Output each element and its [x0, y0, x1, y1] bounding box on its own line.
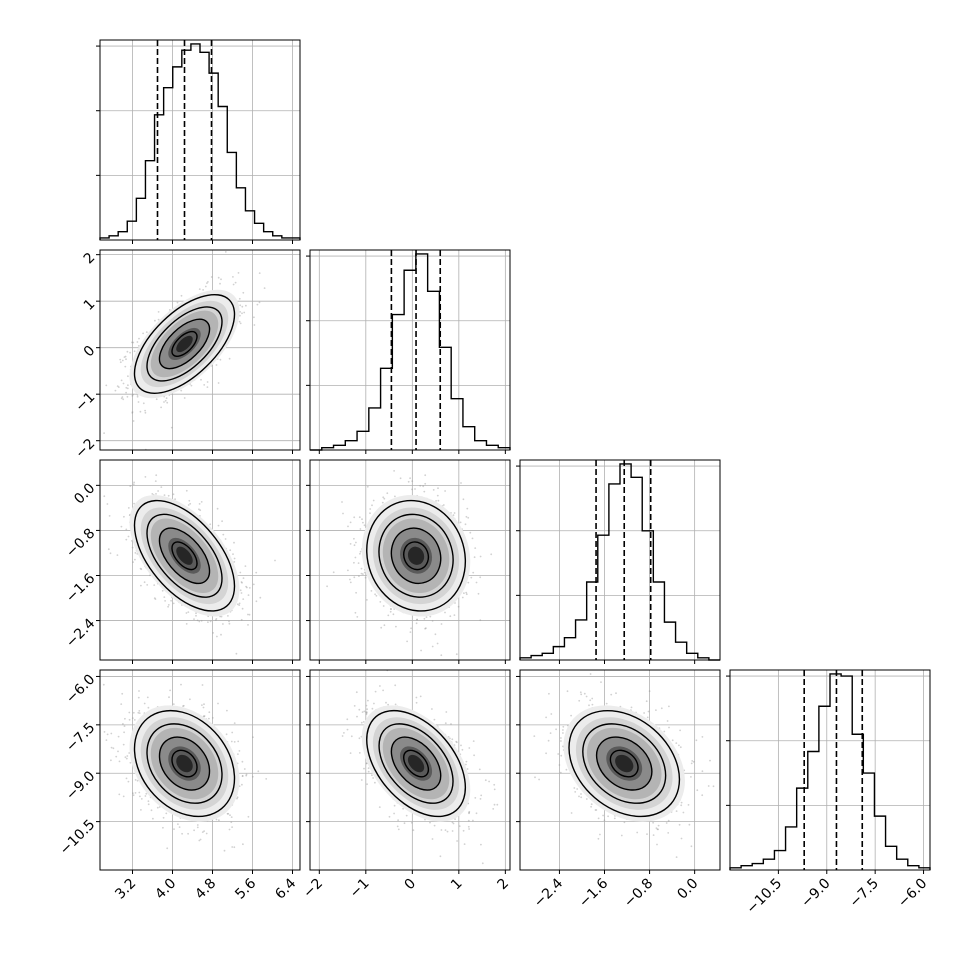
xtick-label: 2: [495, 876, 513, 894]
ytick-label: −2.4: [63, 616, 98, 651]
ytick-label: −1.6: [63, 570, 98, 605]
panel-1-0: −2 −1 0 1 2: [72, 249, 301, 462]
ytick-label: −2: [72, 436, 98, 462]
contour-0: [403, 749, 430, 778]
density-3-2: [563, 705, 685, 822]
panel-frame: [99, 39, 301, 241]
panel-3-1: −2 −1 0 1 2: [300, 669, 513, 902]
contour-3: [568, 709, 681, 818]
contour-1: [595, 736, 653, 791]
histogram-0: [99, 43, 301, 240]
hist-panel-1: [306, 249, 511, 454]
xtick-label: −10.5: [744, 876, 786, 918]
contour-2: [378, 723, 454, 804]
xtick-label: −1.6: [576, 875, 611, 910]
panel-3-0: −10.5 −9.0 −7.5 −6.0 3.2 4.0 4.8 5.6 6.4: [57, 669, 301, 903]
panel-frame: [519, 459, 721, 661]
contour-0: [171, 541, 198, 571]
xtick-label: 4.8: [192, 876, 219, 903]
panel-frame: [99, 459, 301, 661]
panel-frame: [309, 249, 511, 451]
panel-2-1: [306, 459, 511, 664]
xtick-label: 1: [448, 876, 466, 894]
contour-1: [390, 736, 442, 791]
density-3-1: [361, 705, 471, 822]
contour-3: [133, 293, 236, 394]
xtick-label: 5.6: [232, 875, 259, 902]
panel-frame: [99, 249, 301, 451]
histogram-2: [519, 463, 720, 661]
contour-1: [158, 527, 211, 585]
contour-3: [366, 499, 467, 612]
contour-2: [146, 723, 223, 804]
ytick-label: −6.0: [63, 672, 98, 707]
contour-0: [403, 541, 430, 571]
contour-2: [378, 513, 454, 598]
hist-panel-2: [516, 459, 721, 664]
contour-1: [158, 736, 211, 791]
xtick-label: −7.5: [847, 876, 882, 911]
xtick-label: −2.4: [531, 875, 566, 910]
xtick-label: 6.4: [272, 875, 299, 902]
xtick-label: −6.0: [895, 876, 930, 911]
ytick-label: 0.0: [71, 480, 98, 507]
contour-1: [390, 527, 442, 585]
histogram-1: [310, 253, 511, 451]
ytick-label: −1: [72, 389, 98, 415]
contour-0: [171, 749, 198, 778]
ytick-label: −9.0: [63, 768, 98, 803]
ytick-label: 1: [81, 296, 99, 314]
contour-2: [146, 513, 223, 598]
panel-2-0: −2.4 −1.6 −0.8 0.0: [63, 459, 301, 664]
xtick-label: −9.0: [798, 876, 833, 911]
contour-3: [133, 709, 236, 818]
panel-frame: [309, 459, 511, 661]
ytick-label: −10.5: [57, 817, 99, 859]
contour-3: [366, 709, 467, 818]
histogram-3: [729, 673, 931, 870]
xtick-label: 3.2: [112, 876, 139, 903]
density-2-0: [129, 495, 240, 617]
ytick-label: −0.8: [63, 525, 98, 560]
panel-frame: [729, 669, 931, 871]
contour-0: [171, 330, 198, 357]
xtick-label: −1: [347, 876, 373, 902]
panel-frame: [519, 669, 721, 871]
contour-1: [158, 318, 211, 370]
xtick-label: −2: [300, 876, 326, 902]
xtick-label: 4.0: [152, 876, 179, 903]
panel-frame: [309, 669, 511, 871]
ytick-label: 0: [81, 343, 99, 361]
xtick-label: 0: [402, 876, 420, 894]
contour-2: [582, 723, 667, 804]
contour-3: [133, 499, 236, 612]
density-3-0: [129, 705, 240, 822]
xtick-label: 0.0: [674, 876, 701, 903]
ytick-label: 2: [81, 250, 99, 268]
contour-0: [609, 749, 639, 778]
hist-panel-0: [96, 39, 301, 244]
panel-frame: [99, 669, 301, 871]
hist-panel-3: −10.5 −9.0 −7.5 −6.0: [726, 669, 931, 918]
ytick-label: −7.5: [63, 720, 98, 755]
panel-3-2: −2.4 −1.6 −0.8 0.0: [516, 669, 721, 911]
contour-2: [146, 306, 223, 382]
xtick-label: −0.8: [621, 876, 656, 911]
